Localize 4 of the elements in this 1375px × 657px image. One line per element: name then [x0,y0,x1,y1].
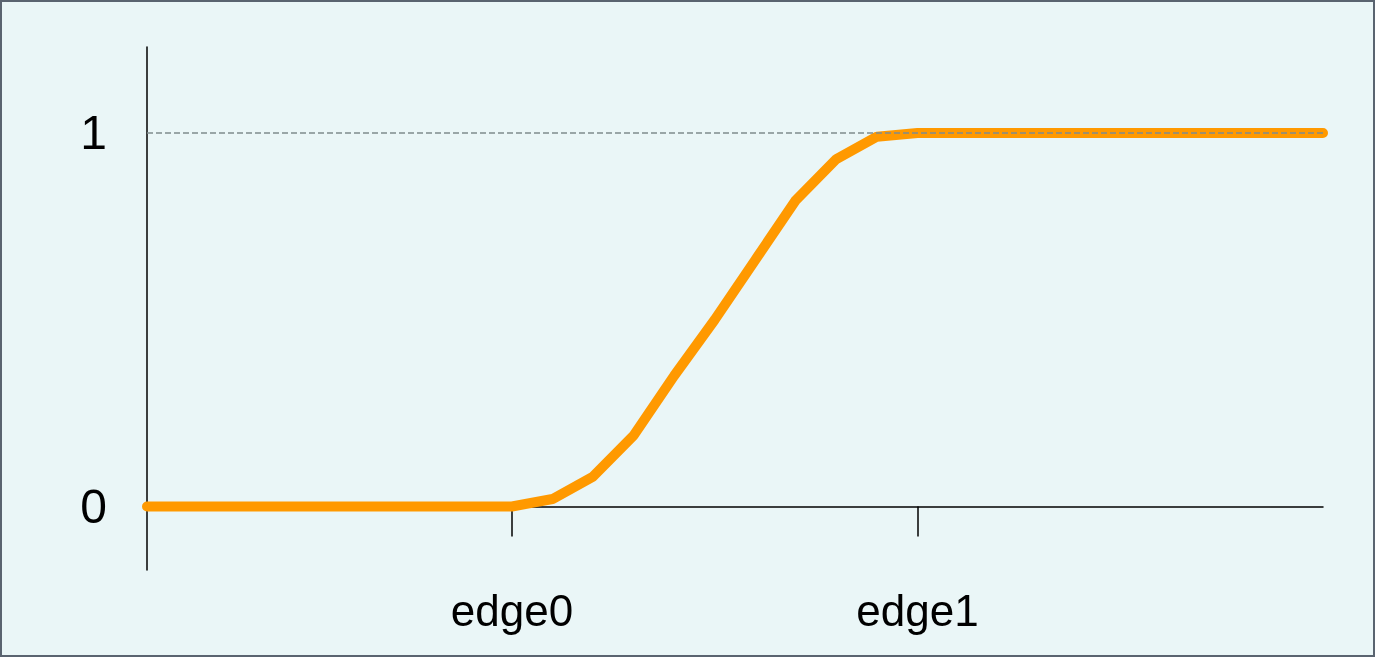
text: 1 [80,106,107,160]
x-tick-label: edge1 [856,585,979,635]
x-tick-label: edge0 [450,585,574,635]
text: 0 [80,479,107,533]
